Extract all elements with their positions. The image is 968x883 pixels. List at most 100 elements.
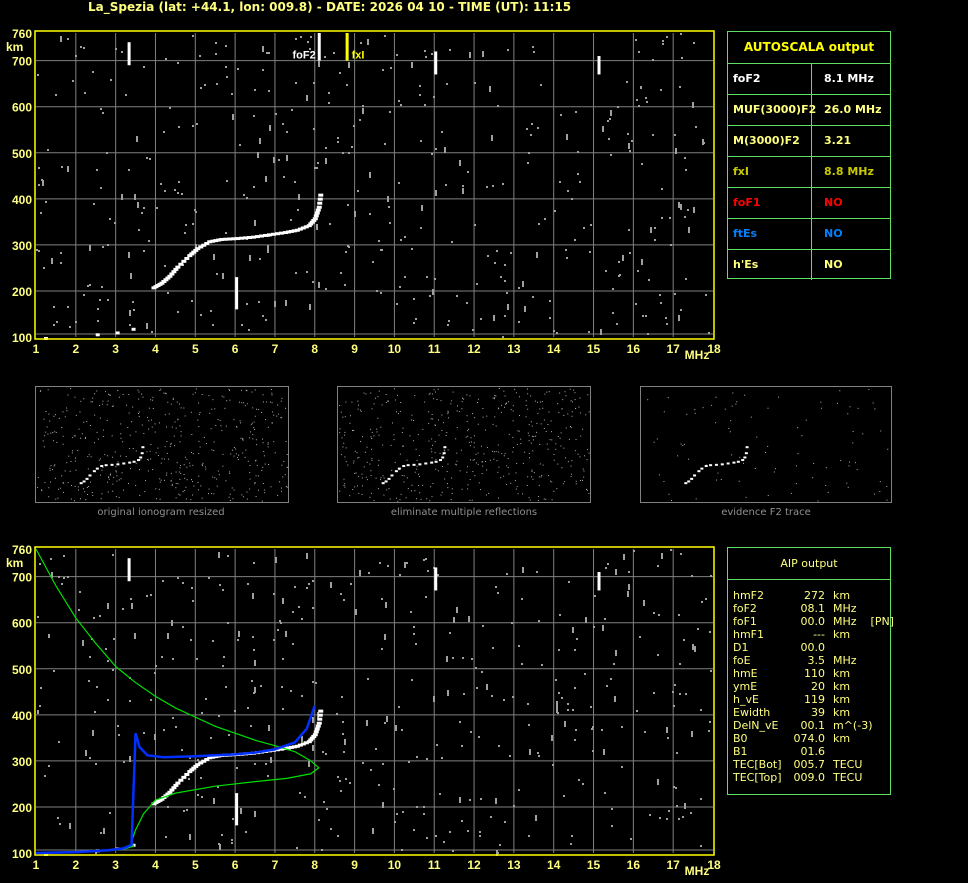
noise-echo — [220, 425, 222, 427]
noise-echo — [179, 478, 181, 480]
noise-echo — [232, 818, 234, 820]
noise-echo — [679, 86, 681, 88]
noise-echo — [482, 51, 484, 57]
noise-echo — [414, 471, 416, 473]
aip-title: AIP output — [728, 548, 890, 580]
aip-row: TEC[Bot] 005.7 TECU — [733, 758, 890, 771]
noise-echo — [546, 443, 548, 445]
noise-echo — [506, 465, 508, 467]
noise-echo — [533, 436, 535, 438]
noise-echo — [577, 173, 579, 175]
noise-echo — [827, 491, 829, 493]
noise-echo — [503, 699, 505, 701]
x-tick-label: 12 — [467, 858, 481, 872]
noise-echo — [468, 616, 470, 622]
noise-echo — [339, 432, 341, 434]
noise-echo — [376, 431, 378, 433]
noise-echo — [378, 784, 380, 786]
noise-echo — [254, 660, 256, 666]
noise-echo — [518, 789, 520, 791]
noise-echo — [477, 423, 479, 425]
noise-echo — [674, 293, 676, 295]
noise-echo — [114, 451, 116, 453]
noise-echo — [175, 487, 177, 489]
noise-echo — [516, 463, 518, 465]
noise-echo — [122, 393, 124, 395]
noise-echo — [373, 435, 375, 437]
noise-echo — [401, 474, 403, 476]
noise-echo — [285, 441, 287, 443]
noise-echo — [601, 729, 603, 731]
noise-echo — [43, 446, 45, 448]
noise-echo — [151, 331, 153, 333]
noise-echo — [377, 464, 379, 466]
noise-echo — [673, 786, 675, 788]
noise-echo — [255, 459, 257, 461]
noise-echo — [471, 658, 473, 660]
noise-echo — [636, 710, 638, 712]
noise-echo — [216, 485, 218, 487]
noise-echo — [585, 414, 587, 416]
noise-echo — [431, 438, 433, 440]
noise-echo — [641, 259, 643, 265]
noise-echo — [267, 442, 269, 444]
noise-echo — [450, 499, 452, 501]
noise-echo — [100, 187, 102, 189]
noise-echo — [222, 273, 224, 279]
noise-echo — [413, 829, 415, 831]
noise-echo — [353, 429, 355, 431]
noise-echo — [432, 418, 434, 420]
noise-echo — [687, 209, 689, 211]
noise-echo — [101, 286, 103, 288]
noise-echo — [163, 392, 165, 394]
noise-echo — [301, 618, 303, 620]
noise-echo — [266, 52, 268, 54]
noise-echo — [359, 409, 361, 411]
noise-echo — [583, 470, 585, 472]
noise-echo — [413, 626, 415, 628]
noise-echo — [417, 473, 419, 475]
noise-echo — [63, 577, 65, 579]
noise-echo — [52, 440, 54, 442]
noise-echo — [413, 419, 415, 421]
noise-echo — [548, 411, 550, 413]
noise-echo — [246, 390, 248, 392]
noise-echo — [259, 258, 261, 260]
noise-echo — [128, 169, 130, 171]
noise-echo — [526, 388, 528, 390]
noise-echo — [45, 410, 47, 412]
trace-echo — [314, 727, 320, 731]
noise-echo — [735, 403, 737, 405]
noise-echo — [557, 435, 559, 437]
noise-echo — [397, 413, 399, 415]
noise-echo — [87, 285, 89, 287]
noise-echo — [215, 424, 217, 426]
noise-echo — [156, 498, 158, 500]
noise-echo — [540, 84, 542, 86]
noise-echo — [262, 315, 264, 317]
noise-echo — [490, 816, 492, 818]
noise-echo — [538, 496, 540, 498]
noise-echo — [267, 443, 269, 445]
noise-echo — [424, 50, 426, 52]
noise-echo — [459, 721, 461, 723]
noise-echo — [360, 410, 362, 412]
noise-echo — [695, 498, 697, 500]
noise-echo — [208, 577, 210, 579]
noise-echo — [246, 403, 248, 405]
noise-echo — [398, 100, 400, 102]
thumbnail-original — [35, 386, 289, 503]
trace-echo — [306, 224, 312, 228]
noise-echo — [212, 324, 214, 326]
noise-echo — [191, 300, 193, 302]
noise-echo — [539, 408, 541, 410]
noise-echo — [350, 583, 352, 585]
noise-echo — [92, 71, 94, 73]
noise-echo — [196, 658, 198, 660]
noise-echo — [496, 850, 498, 856]
noise-echo — [255, 408, 257, 410]
noise-echo — [420, 140, 422, 142]
noise-echo — [201, 796, 203, 798]
noise-echo — [47, 389, 49, 391]
noise-echo — [684, 803, 686, 809]
